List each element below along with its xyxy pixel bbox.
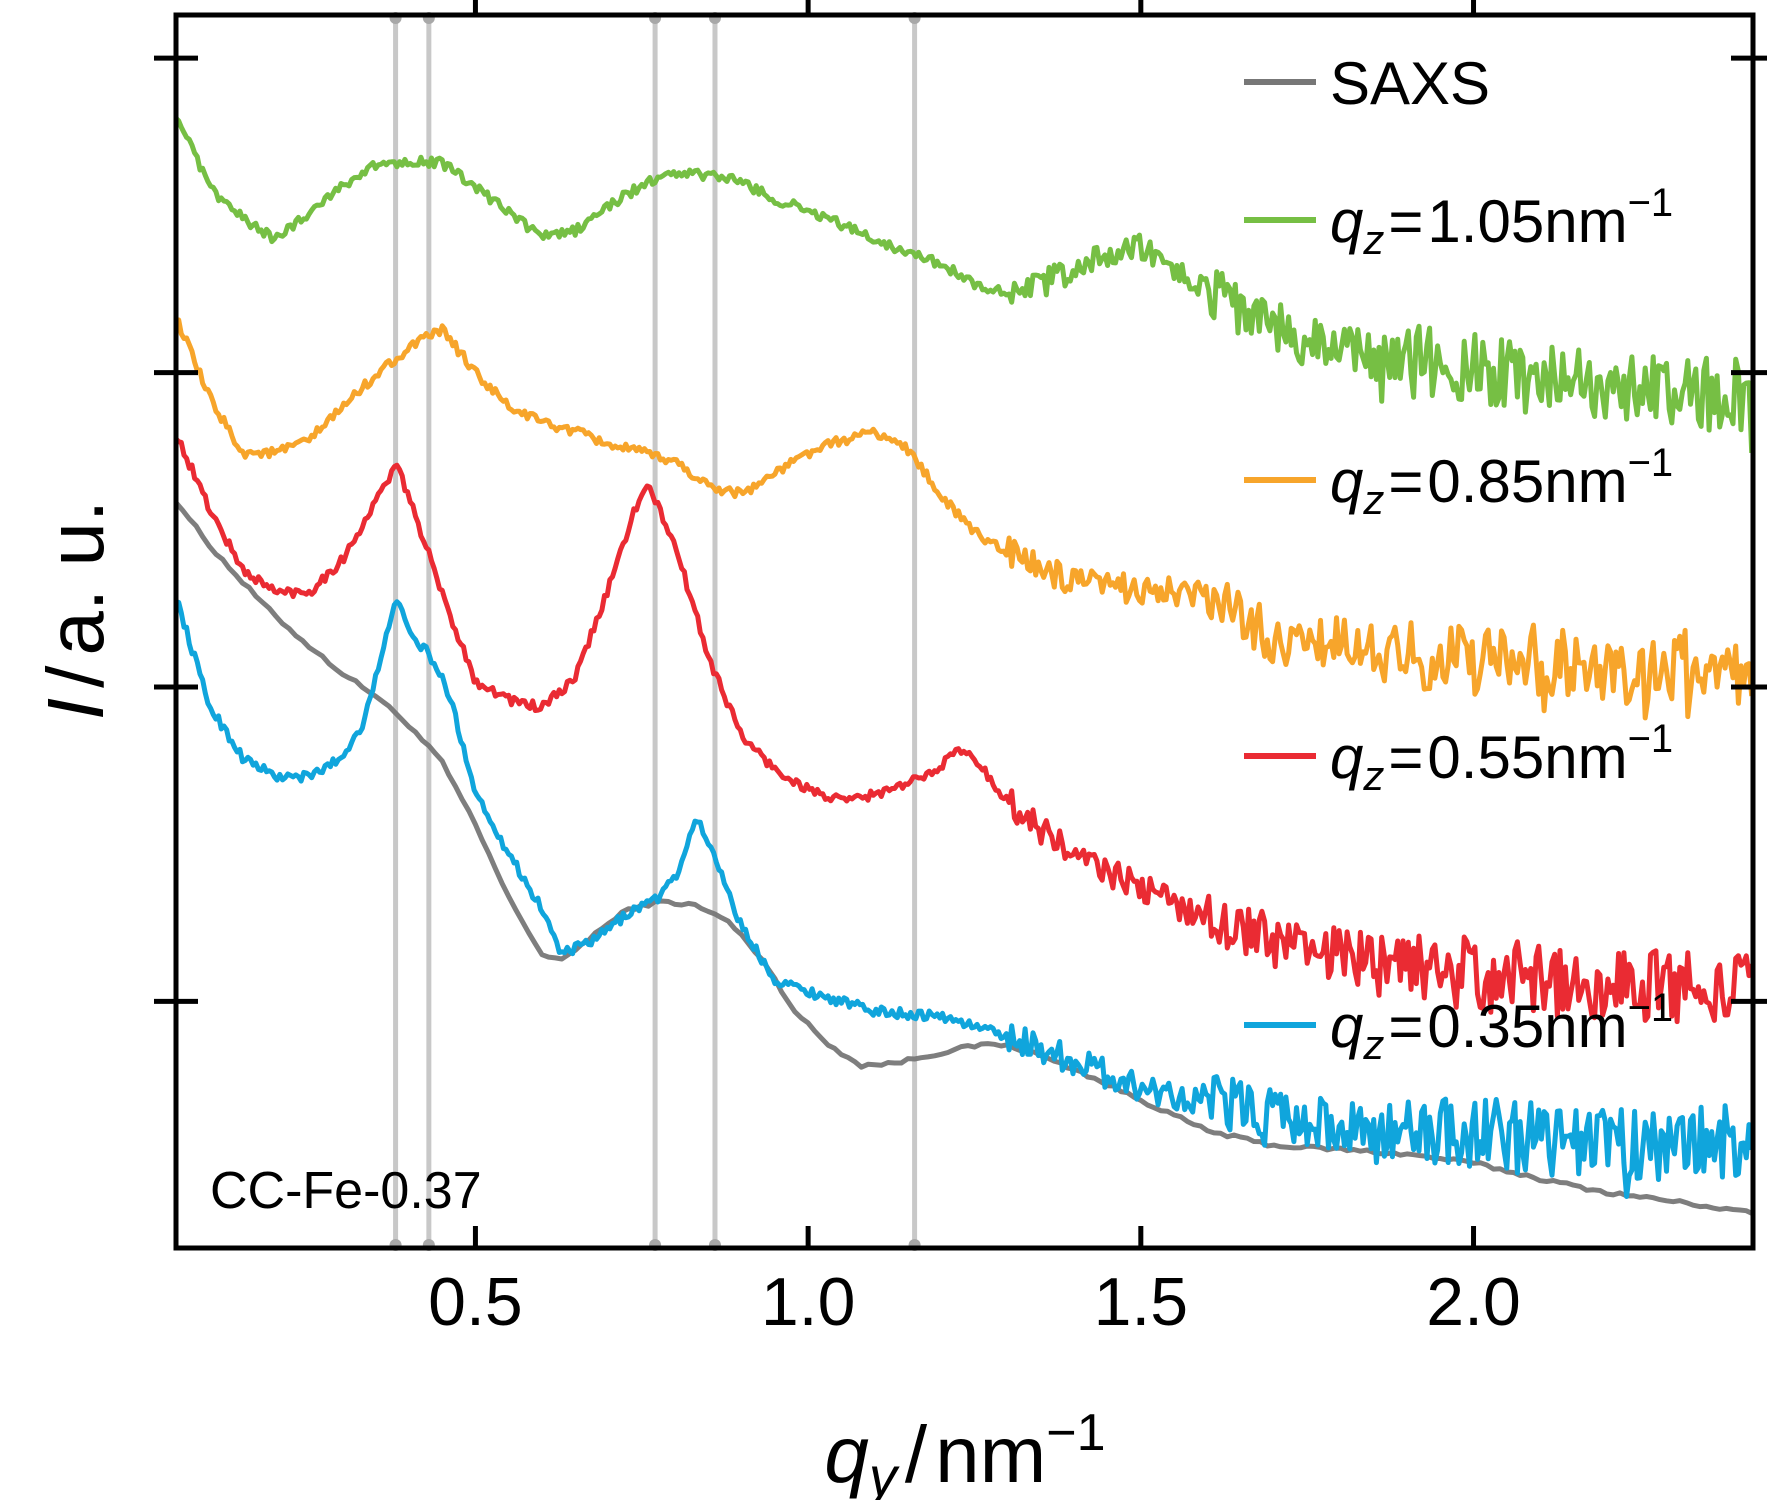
axis-ticks (154, 0, 1767, 1248)
x-tick-label-1: 0.5 (428, 1264, 523, 1340)
legend-label-0.85: qz=0.85nm−1 (1330, 441, 1673, 523)
series-line-1.05 (174, 116, 1755, 453)
x-tick-label-2: 1.0 (761, 1264, 856, 1340)
x-axis-title: qy / nm−1 (824, 1404, 1105, 1500)
legend-label-1.05: qz=1.05nm−1 (1330, 181, 1673, 263)
x-tick-label-3: 1.5 (1094, 1264, 1189, 1340)
plot-frame (173, 12, 1756, 1251)
series-line-0.55 (174, 437, 1755, 1025)
series-group (174, 116, 1755, 1217)
legend-label-0.55: qz=0.55nm−1 (1330, 717, 1673, 799)
series-line-SAXS (174, 500, 1755, 1217)
legend: SAXS qz=1.05nm−1 qz=0.85nm−1 qz=0.55nm−1 qz=… (1244, 50, 1673, 1068)
annotation-label: CC-Fe-0.37 (210, 1162, 482, 1220)
x-tick-labels: 0.5 1.0 1.5 2.0 (428, 1264, 1521, 1340)
series-line-0.35 (175, 599, 1755, 1199)
reference-lines (389, 12, 921, 1251)
legend-label-0.35: qz=0.35nm−1 (1330, 986, 1673, 1068)
legend-label-SAXS: SAXS (1330, 50, 1490, 117)
y-axis-title: I/a. u. (31, 500, 120, 720)
x-tick-label-4: 2.0 (1426, 1264, 1521, 1340)
series-line-0.85 (174, 317, 1755, 721)
